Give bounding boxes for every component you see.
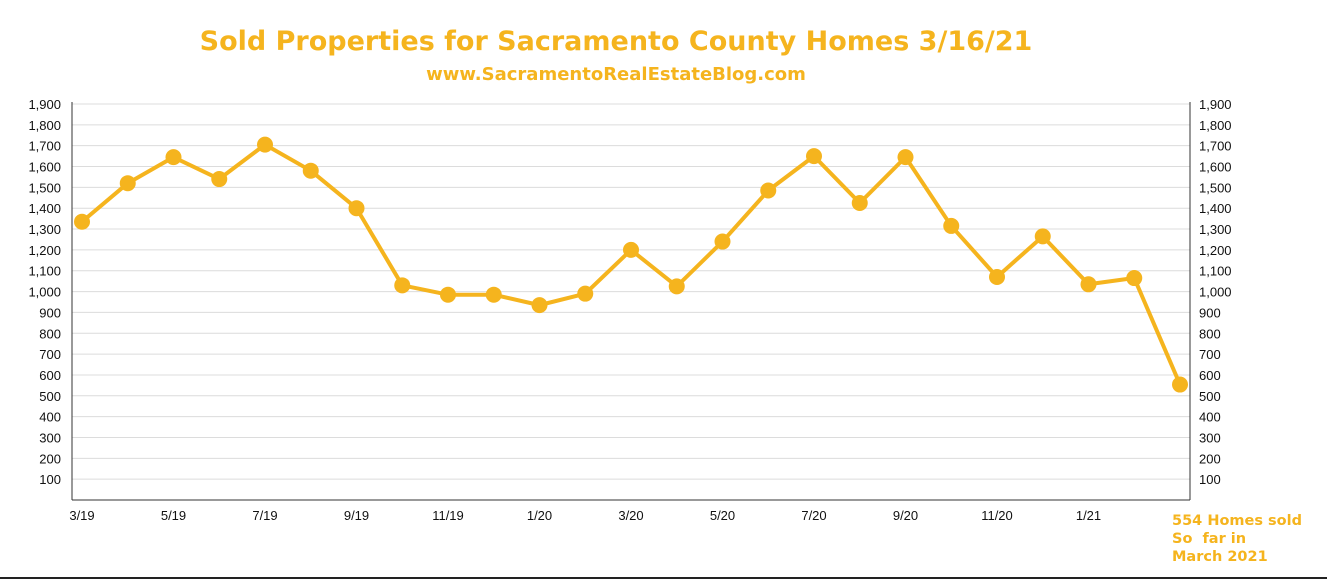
y-tick-label-right: 1,600 [1199,160,1232,175]
y-tick-label-right: 1,400 [1199,201,1232,216]
x-axis-labels: 3/19 5/19 7/19 9/19 11/19 1/20 3/20 5/20 7/20 9/2… [69,508,1101,523]
gridlines [72,103,1190,480]
x-tick-label: 9/20 [893,508,918,523]
data-point [1126,270,1143,287]
data-point [897,149,914,166]
chart-subtitle: www.SacramentoRealEstateBlog.com [426,64,806,85]
data-point [211,171,228,188]
y-tick-label-right: 1,300 [1199,222,1232,237]
y-tick-label-left: 1,800 [28,118,61,133]
data-point [760,182,777,199]
y-tick-label-right: 900 [1199,305,1221,320]
data-point [943,217,960,234]
x-tick-label: 3/20 [618,508,643,523]
data-point [348,200,365,217]
data-point [119,175,136,192]
data-point [623,241,639,258]
x-tick-label: 1/20 [527,508,552,523]
data-point [531,297,548,314]
y-tick-label-right: 1,500 [1199,180,1232,195]
series-line [80,142,1182,387]
y-axis-left-labels: 100 200 300 400 500 600 700 800 900 1,000 1,100 1,2… [28,97,61,487]
y-tick-label-right: 500 [1199,389,1221,404]
y-tick-label-left: 1,000 [28,285,61,300]
y-tick-label-left: 200 [39,451,61,466]
x-tick-label: 5/19 [161,508,186,523]
y-tick-label-right: 400 [1199,410,1221,425]
bottom-rule [0,577,1327,579]
data-point [1034,228,1051,245]
data-point [714,233,731,250]
x-tick-label: 11/20 [981,508,1013,523]
y-tick-label-right: 200 [1199,451,1221,466]
axes [71,102,1191,501]
march-2021-annotation: 554 Homes sold So far in March 2021 [1172,513,1302,565]
data-point [394,277,411,294]
y-tick-label-left: 1,200 [28,243,61,258]
y-tick-label-left: 1,400 [28,201,61,216]
x-tick-label: 7/20 [801,508,826,523]
y-tick-label-left: 500 [39,389,61,404]
y-tick-label-left: 1,100 [28,264,61,279]
data-point [74,213,90,230]
x-tick-label: 1/21 [1076,508,1101,523]
y-tick-label-right: 600 [1199,368,1221,383]
data-point [257,136,273,153]
y-tick-label-left: 300 [39,430,61,445]
data-point [1172,376,1188,393]
data-point [485,286,502,303]
y-tick-label-left: 1,300 [28,222,61,237]
y-tick-label-right: 1,700 [1199,139,1232,154]
y-tick-label-left: 900 [39,305,61,320]
series-line-path [80,142,1182,387]
y-tick-label-left: 1,900 [28,97,61,112]
data-point [165,149,182,166]
y-tick-label-left: 1,500 [28,180,61,195]
y-tick-label-right: 800 [1199,326,1221,341]
x-tick-label: 7/19 [252,508,277,523]
data-point [577,285,594,302]
y-tick-label-right: 100 [1199,472,1221,487]
data-point [806,148,822,165]
x-tick-label: 5/20 [710,508,735,523]
y-tick-label-right: 1,200 [1199,243,1232,258]
data-point [989,268,1005,285]
y-tick-label-right: 700 [1199,347,1221,362]
series-points [74,136,1188,393]
x-tick-label: 11/19 [432,508,464,523]
data-point [440,286,456,303]
y-tick-label-right: 1,900 [1199,97,1232,112]
y-tick-label-left: 1,600 [28,160,61,175]
data-point [668,278,685,295]
y-axis-right-labels: 100 200 300 400 500 600 700 800 900 1,000 1,100 1,2… [1199,97,1232,487]
y-tick-label-right: 300 [1199,430,1221,445]
x-tick-label: 9/19 [344,508,369,523]
data-point [1080,276,1097,293]
y-tick-label-left: 800 [39,326,61,341]
y-tick-label-left: 1,700 [28,139,61,154]
chart-title: Sold Properties for Sacramento County Ho… [199,26,1033,57]
y-tick-label-left: 400 [39,410,61,425]
data-point [302,162,319,179]
data-point [851,195,868,211]
y-tick-label-left: 100 [39,472,61,487]
y-tick-label-left: 600 [39,368,61,383]
y-tick-label-right: 1,800 [1199,118,1232,133]
y-tick-label-right: 1,100 [1199,264,1232,279]
y-tick-label-right: 1,000 [1199,285,1232,300]
x-tick-label: 3/19 [69,508,94,523]
y-tick-label-left: 700 [39,347,61,362]
